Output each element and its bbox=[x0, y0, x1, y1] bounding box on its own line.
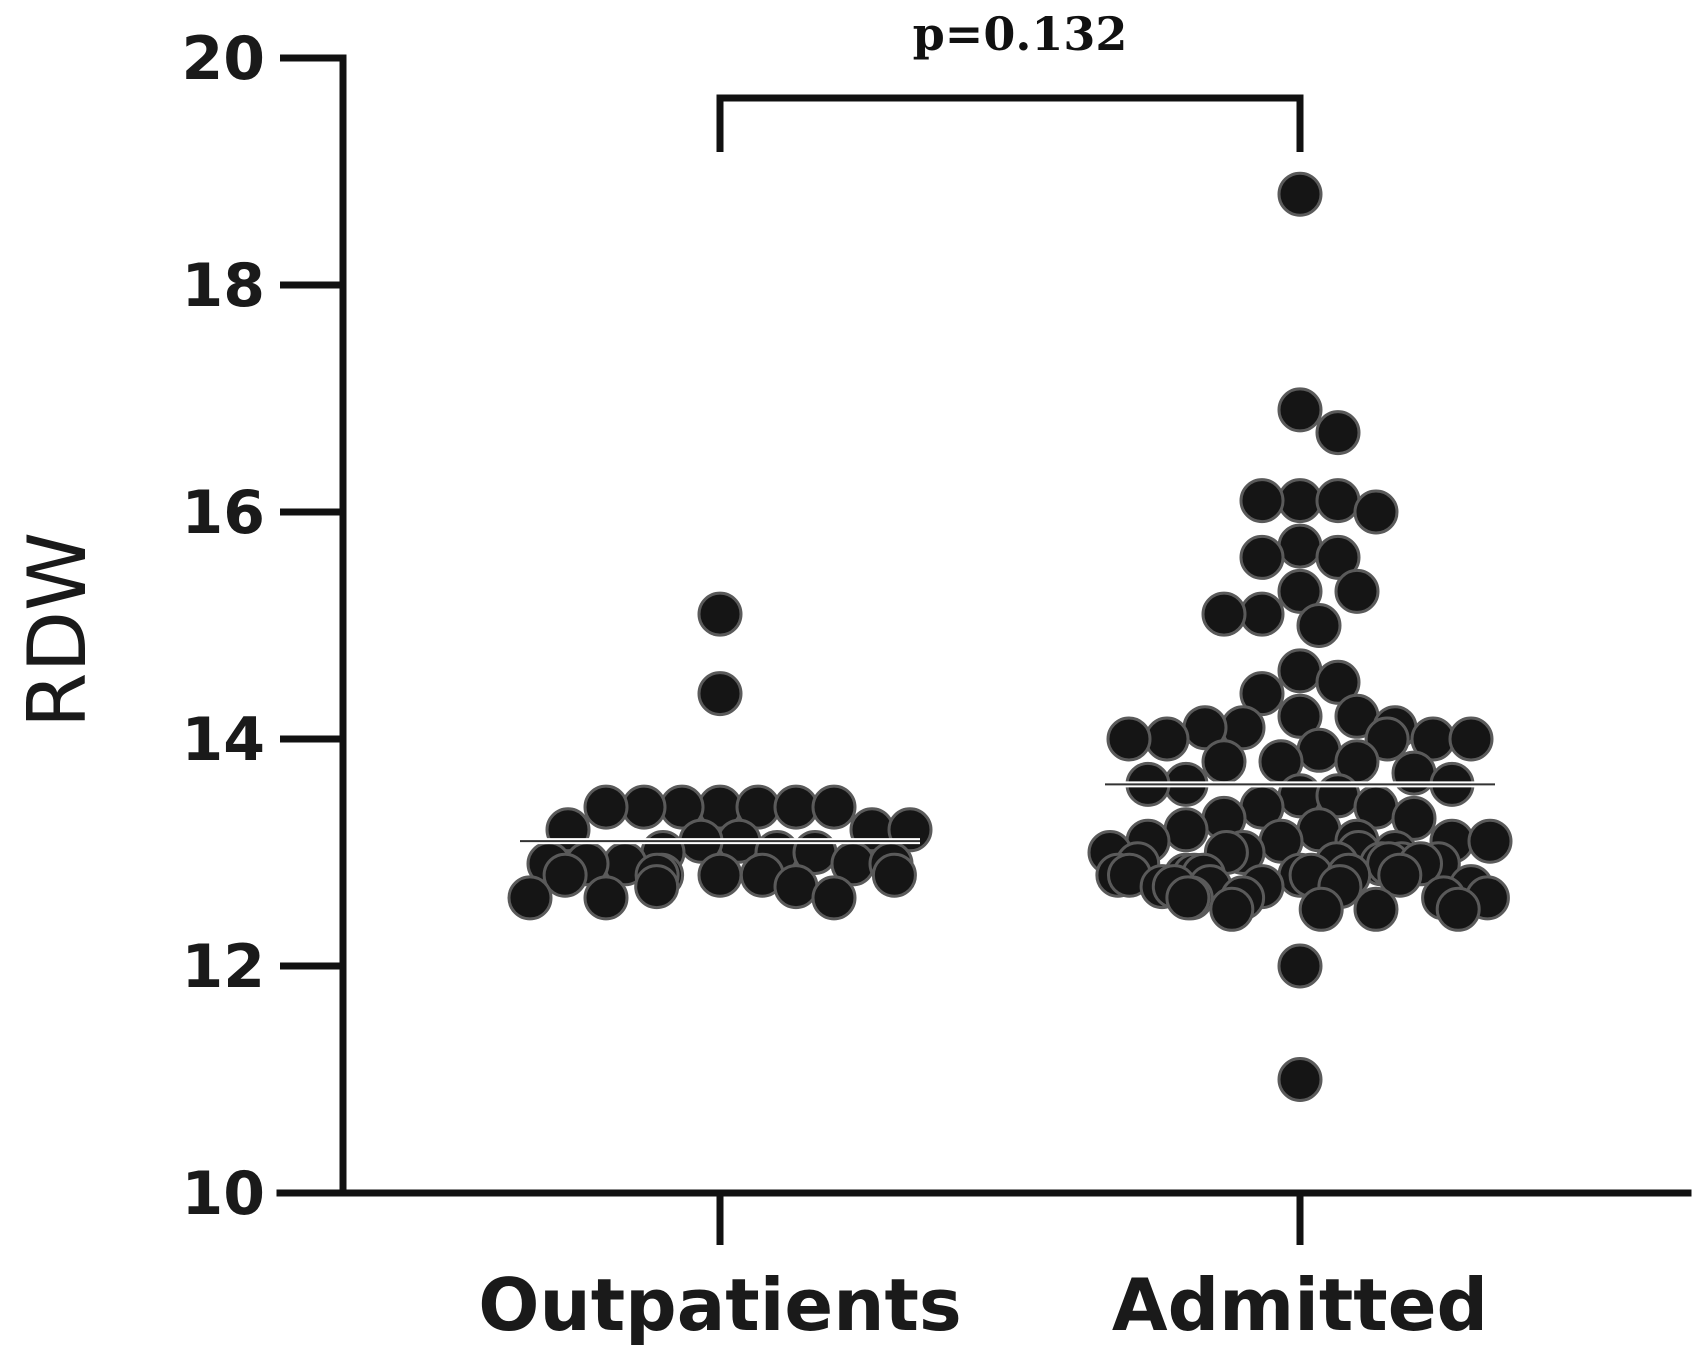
data-point bbox=[1317, 412, 1359, 454]
data-point bbox=[1355, 888, 1397, 930]
data-point bbox=[585, 786, 627, 828]
y-tick-label: 18 bbox=[182, 251, 266, 321]
data-point bbox=[1393, 752, 1435, 794]
data-point bbox=[509, 877, 551, 919]
data-point bbox=[1165, 809, 1207, 851]
data-point bbox=[1355, 491, 1397, 533]
data-point bbox=[1336, 570, 1378, 612]
data-point bbox=[623, 786, 665, 828]
data-point bbox=[775, 866, 817, 908]
data-point bbox=[813, 786, 855, 828]
data-point bbox=[699, 673, 741, 715]
y-tick-label: 14 bbox=[182, 705, 266, 775]
data-point bbox=[1279, 389, 1321, 431]
data-point bbox=[1167, 877, 1209, 919]
data-point bbox=[1450, 718, 1492, 760]
data-point bbox=[699, 854, 741, 896]
x-ticks: Outpatients Admitted bbox=[478, 1193, 1488, 1347]
data-point bbox=[1317, 480, 1359, 522]
data-point bbox=[1279, 650, 1321, 692]
data-point bbox=[873, 854, 915, 896]
data-point bbox=[1279, 480, 1321, 522]
data-point bbox=[1241, 536, 1283, 578]
data-point bbox=[813, 877, 855, 919]
y-tick-label: 12 bbox=[182, 932, 266, 1002]
data-point bbox=[1437, 888, 1479, 930]
y-tick-label: 10 bbox=[182, 1159, 266, 1229]
data-point bbox=[1298, 729, 1340, 771]
data-point bbox=[636, 866, 678, 908]
data-point bbox=[1241, 593, 1283, 635]
data-point bbox=[1279, 1059, 1321, 1101]
bracket-line bbox=[720, 98, 1300, 152]
significance-bracket: p=0.132 bbox=[720, 7, 1300, 152]
x-category-label: Admitted bbox=[1112, 1263, 1488, 1347]
data-point bbox=[1469, 820, 1511, 862]
y-tick-label: 16 bbox=[182, 478, 266, 548]
data-point bbox=[1298, 605, 1340, 647]
data-point bbox=[1203, 593, 1245, 635]
data-point bbox=[1241, 480, 1283, 522]
y-tick-label: 20 bbox=[182, 24, 266, 94]
data-point bbox=[1146, 718, 1188, 760]
data-point bbox=[1279, 173, 1321, 215]
data-point bbox=[1279, 525, 1321, 567]
p-value-label: p=0.132 bbox=[913, 7, 1128, 61]
data-points bbox=[509, 173, 1511, 1100]
data-point bbox=[1211, 888, 1253, 930]
data-point bbox=[1300, 888, 1342, 930]
data-point bbox=[775, 786, 817, 828]
data-point bbox=[1108, 718, 1150, 760]
y-axis-title: RDW bbox=[11, 532, 104, 728]
data-point bbox=[585, 877, 627, 919]
data-point bbox=[699, 593, 741, 635]
x-category-label: Outpatients bbox=[478, 1263, 961, 1347]
data-point bbox=[1279, 945, 1321, 987]
data-point bbox=[1203, 741, 1245, 783]
y-ticks: 10 12 14 16 18 20 bbox=[182, 24, 344, 1229]
